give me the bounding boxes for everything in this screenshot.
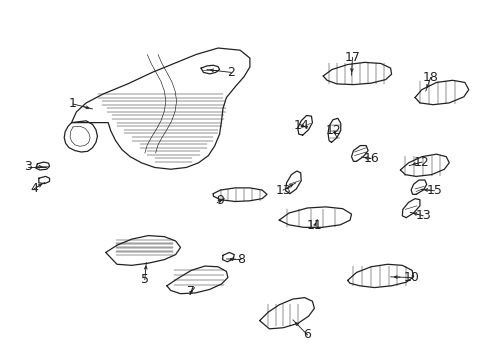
Text: 1: 1 [69,98,77,111]
Text: 15: 15 [427,184,442,197]
Text: 12: 12 [414,156,430,168]
Text: 5: 5 [141,273,149,286]
Text: 4: 4 [30,183,38,195]
Text: 16: 16 [363,152,379,165]
Text: 13: 13 [416,210,431,222]
Text: 17: 17 [344,51,361,64]
Text: 3: 3 [24,160,31,173]
Text: 10: 10 [403,271,419,284]
Text: 2: 2 [227,66,235,79]
Text: 12: 12 [326,124,342,137]
Text: 13: 13 [275,184,291,197]
Text: 14: 14 [294,119,309,132]
Text: 11: 11 [307,219,323,233]
Text: 6: 6 [304,328,312,341]
Text: 18: 18 [423,71,439,84]
Text: 9: 9 [217,194,224,207]
Text: 8: 8 [237,253,245,266]
Text: 7: 7 [187,285,195,298]
